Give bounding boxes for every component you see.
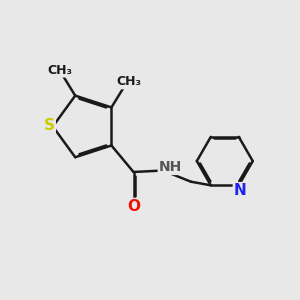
- Text: NH: NH: [159, 160, 182, 174]
- Text: CH₃: CH₃: [116, 75, 141, 88]
- Text: O: O: [127, 199, 140, 214]
- Text: CH₃: CH₃: [47, 64, 72, 76]
- Text: S: S: [44, 118, 55, 134]
- Text: N: N: [234, 183, 247, 198]
